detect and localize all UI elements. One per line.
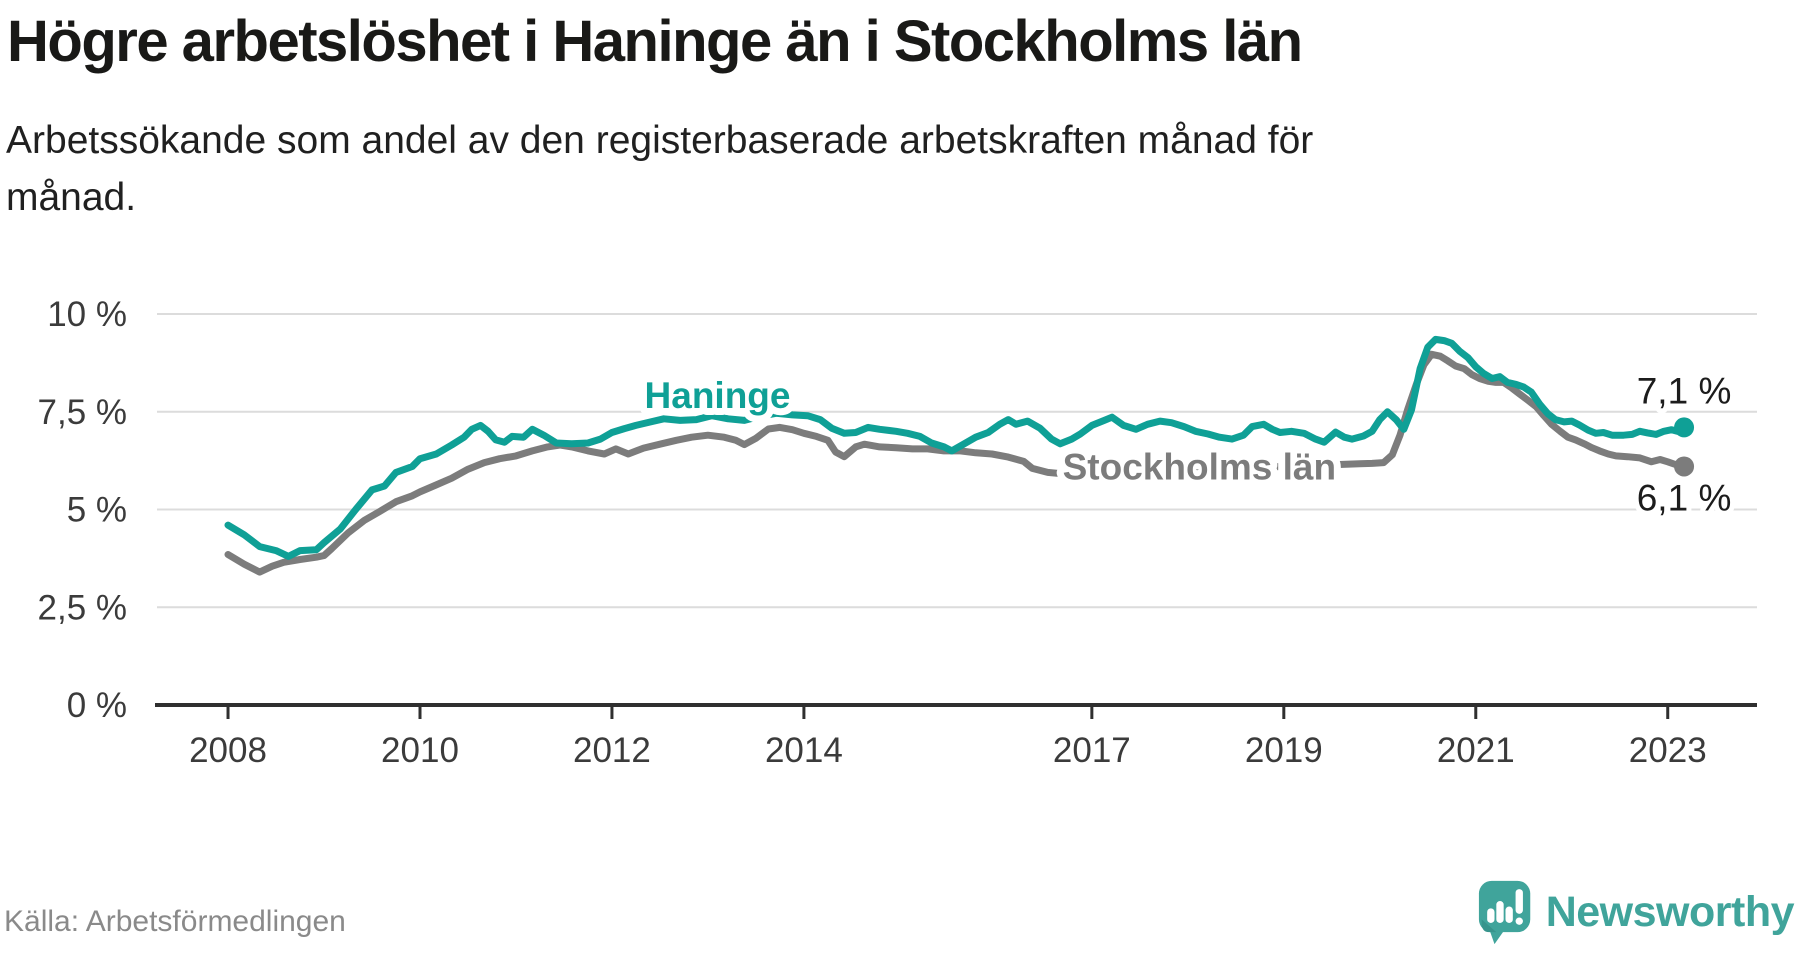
newsworthy-logo: Newsworthy [1478, 878, 1795, 946]
y-axis-tick-label: 2,5 % [38, 588, 128, 627]
y-axis-tick-label: 10 % [47, 295, 127, 334]
x-axis-tick-label: 2008 [189, 731, 267, 770]
haninge-end-value-label: 7,1 % [1637, 370, 1732, 411]
x-axis-tick-label: 2010 [381, 731, 459, 770]
y-axis-tick-label: 7,5 % [38, 393, 128, 432]
logo-bar-3 [1505, 906, 1513, 923]
brand-name: Newsworthy [1545, 887, 1795, 936]
x-axis-tick-label: 2019 [1245, 731, 1323, 770]
haninge-label: Haninge [645, 375, 791, 416]
logo-exclamation-dot [1515, 917, 1523, 925]
page-title: Högre arbetslöshet i Haninge än i Stockh… [7, 9, 1303, 74]
source-note: Källa: Arbetsförmedlingen [4, 905, 346, 938]
haninge-end-dot [1674, 417, 1695, 438]
logo-bar-1 [1486, 908, 1495, 923]
newsworthy-logo-icon [1478, 880, 1530, 945]
x-axis-tick-label: 2023 [1629, 731, 1707, 770]
haninge-line [224, 335, 1688, 560]
x-axis-tick-label: 2021 [1437, 731, 1515, 770]
stockholms-l-n-end-value-label: 6,1 % [1637, 477, 1732, 518]
stockholms-l-n-line [224, 350, 1688, 576]
stockholms-l-n-end-dot [1674, 456, 1695, 477]
stockholms-l-n-label: Stockholms län [1063, 446, 1336, 487]
x-axis-tick-label: 2017 [1053, 731, 1131, 770]
logo-exclamation-bar [1515, 889, 1523, 914]
y-axis-tick-label: 0 % [67, 686, 127, 725]
x-axis-tick-label: 2012 [573, 731, 651, 770]
y-axis-tick-label: 5 % [67, 491, 127, 530]
x-axis-tick-label: 2014 [765, 731, 843, 770]
logo-bar-2 [1496, 901, 1504, 923]
chart-subtitle: Arbetssökande som andel av den registerb… [6, 119, 1314, 220]
